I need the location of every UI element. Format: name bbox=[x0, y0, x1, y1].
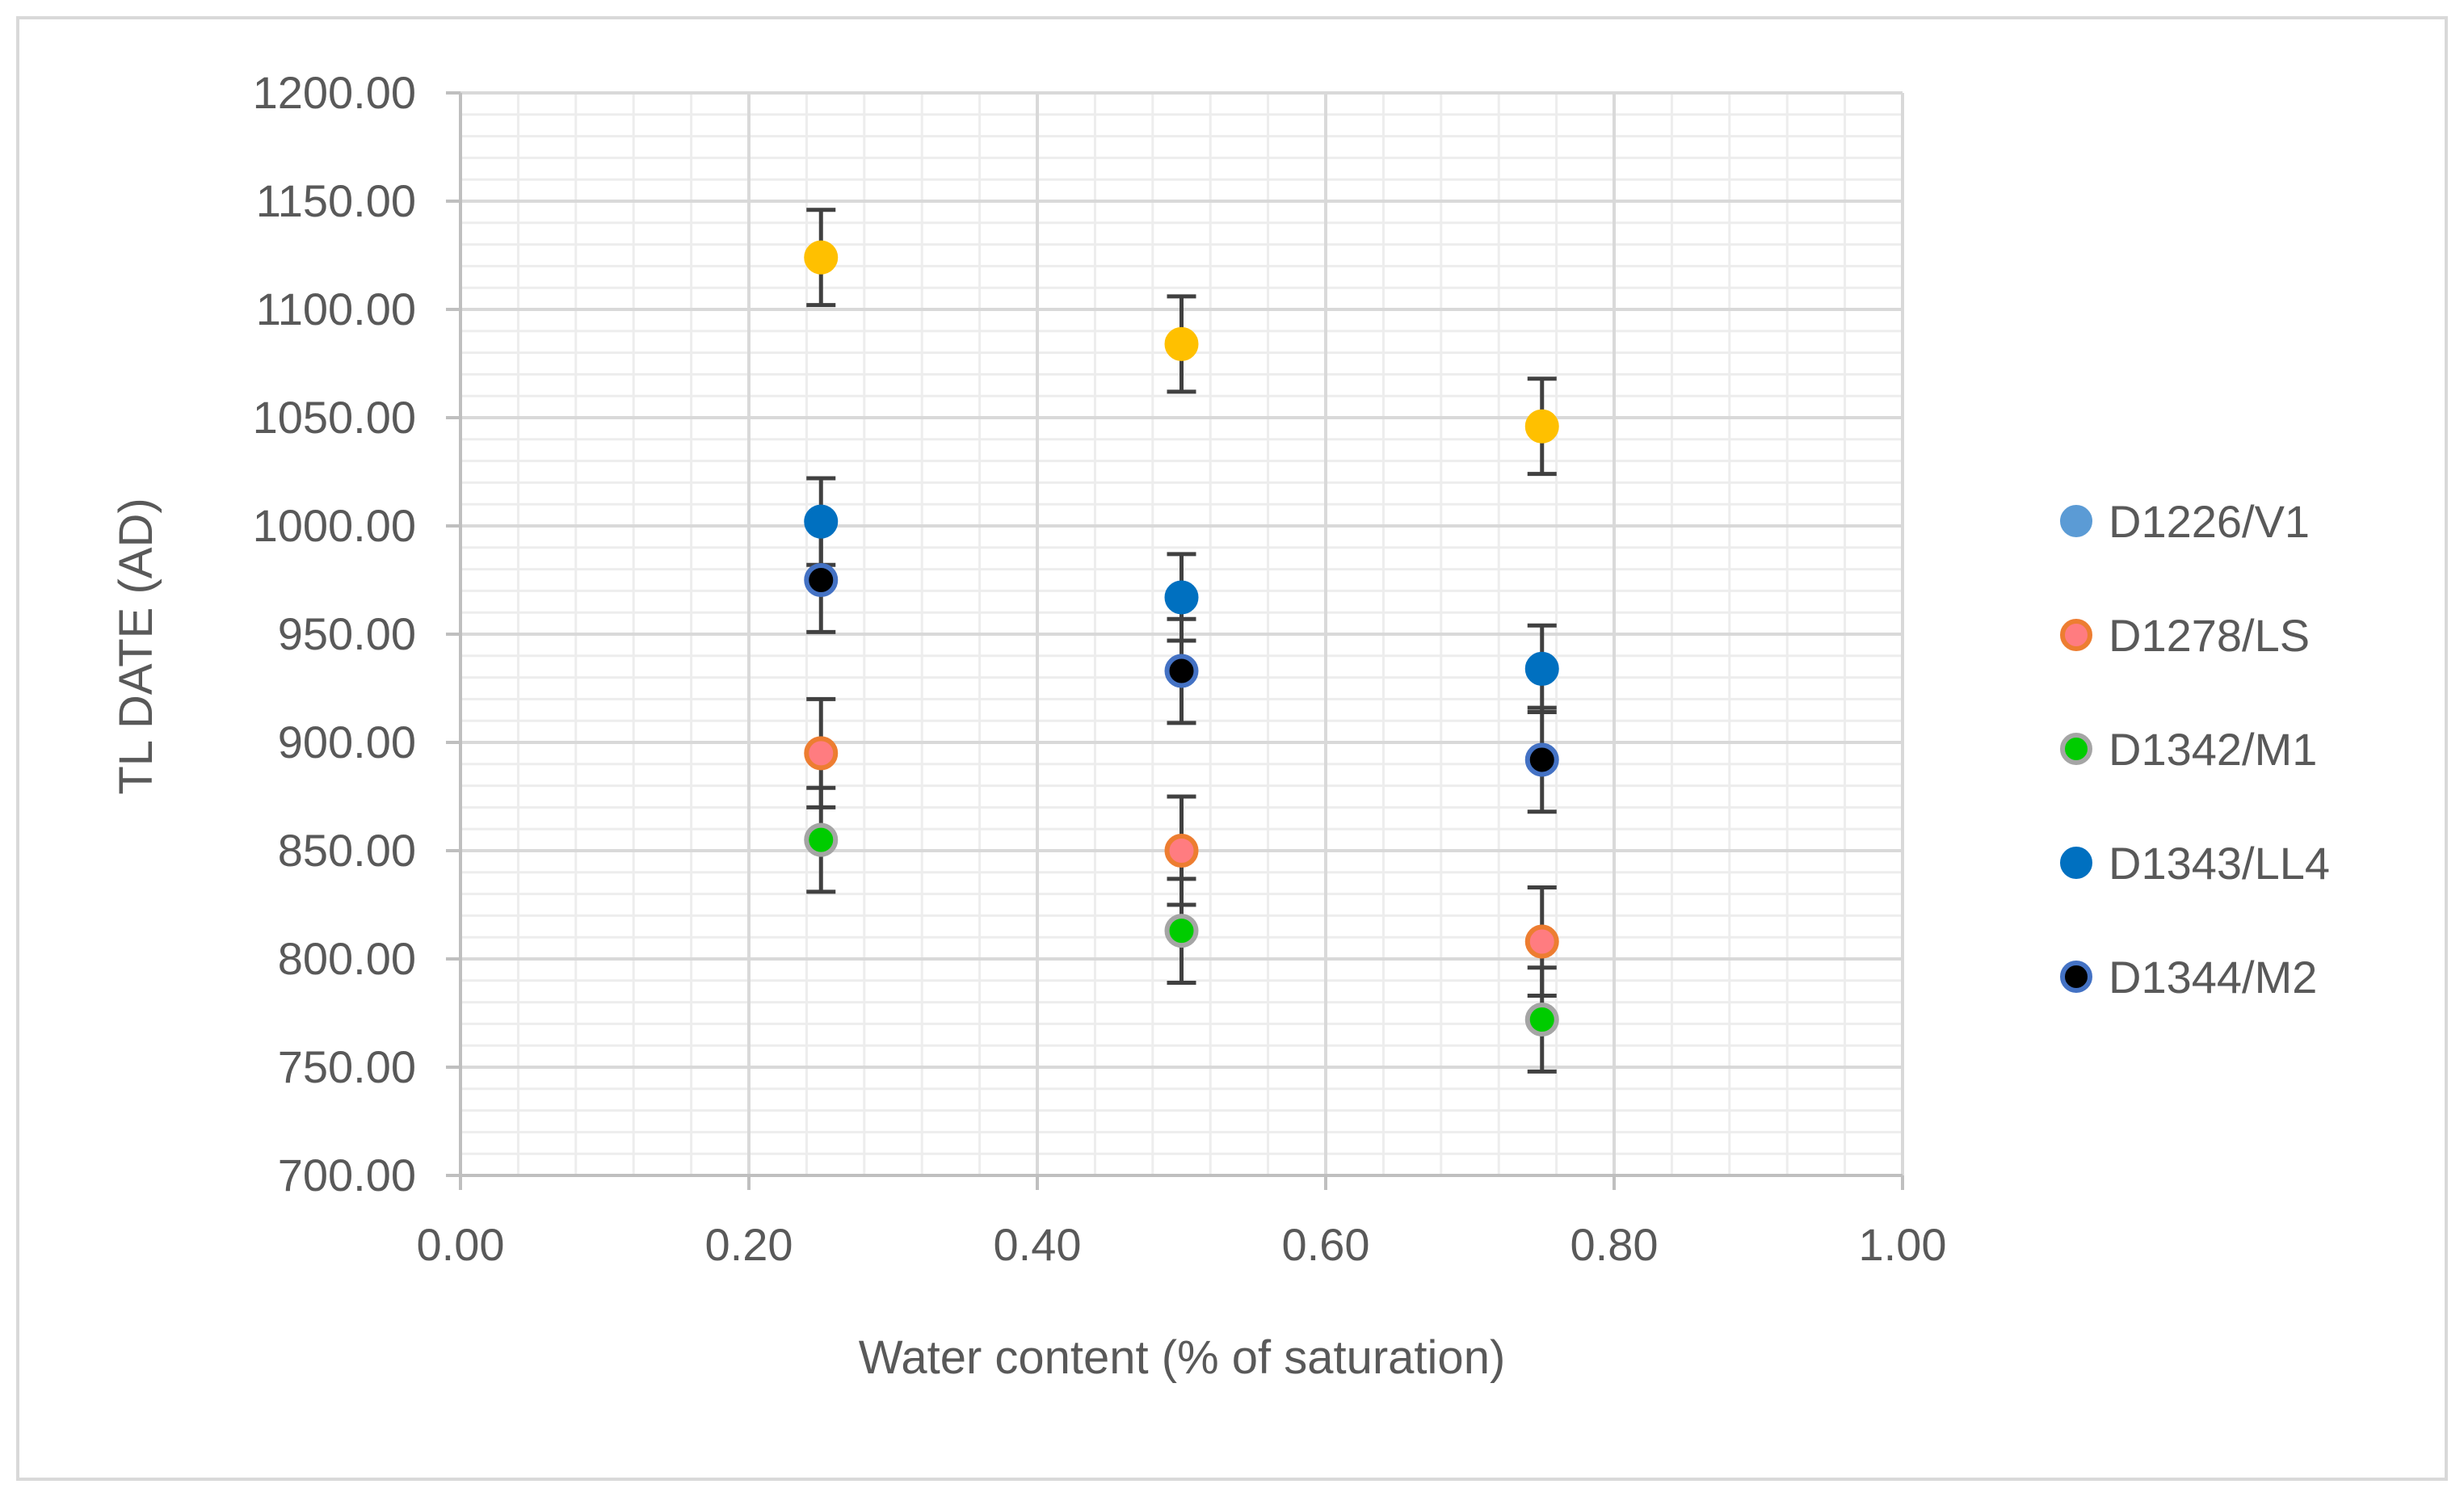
axes bbox=[446, 91, 1904, 1190]
data-point bbox=[1164, 326, 1199, 361]
y-axis-tick-labels: 700.00 750.00 800.00 850.00 900.00 950.00 1000… bbox=[253, 67, 416, 1200]
y-tick-label: 850.00 bbox=[278, 825, 416, 876]
y-tick-label: 1200.00 bbox=[253, 67, 416, 118]
x-tick-label: 1.00 bbox=[1859, 1219, 1947, 1270]
x-tick-label: 0.40 bbox=[994, 1219, 1082, 1270]
data-point bbox=[804, 822, 839, 857]
y-tick-label: 1150.00 bbox=[256, 175, 416, 226]
data-point bbox=[1164, 914, 1199, 948]
data-point bbox=[1524, 742, 1559, 777]
data-point bbox=[1524, 409, 1559, 444]
x-tick-label: 0.80 bbox=[1570, 1219, 1659, 1270]
data-point bbox=[804, 240, 839, 275]
data-points bbox=[804, 240, 1559, 1037]
legend-marker bbox=[2060, 961, 2092, 993]
x-axis-tick-labels: 0.00 0.20 0.40 0.60 0.80 1.00 bbox=[417, 1219, 1947, 1270]
y-tick-label: 700.00 bbox=[278, 1150, 416, 1200]
y-tick-label: 750.00 bbox=[278, 1041, 416, 1092]
data-point bbox=[1524, 651, 1559, 686]
y-tick-label: 1000.00 bbox=[253, 500, 416, 551]
y-axis-label: TL DATE (AD) bbox=[110, 498, 162, 794]
legend: D1226/V1 D1278/LS D1342/M1 D1343/LL4 D1344/M… bbox=[2060, 496, 2330, 1003]
chart-border bbox=[16, 16, 2448, 1481]
x-axis-label: Water content (% of saturation) bbox=[859, 1331, 1506, 1384]
data-point bbox=[804, 504, 839, 539]
data-point bbox=[1164, 834, 1199, 868]
y-tick-label: 1050.00 bbox=[253, 392, 416, 443]
data-point bbox=[1524, 924, 1559, 959]
legend-marker bbox=[2060, 505, 2092, 537]
legend-label: D1344/M2 bbox=[2109, 952, 2317, 1003]
y-tick-label: 950.00 bbox=[278, 608, 416, 659]
data-point bbox=[1524, 1003, 1559, 1037]
legend-marker bbox=[2060, 733, 2092, 765]
y-tick-label: 800.00 bbox=[278, 933, 416, 984]
legend-label: D1226/V1 bbox=[2109, 496, 2310, 547]
x-tick-label: 0.60 bbox=[1282, 1219, 1370, 1270]
y-tick-label: 1100.00 bbox=[256, 284, 416, 334]
data-point bbox=[804, 736, 839, 771]
legend-label: D1342/M1 bbox=[2109, 724, 2317, 775]
data-point bbox=[804, 563, 839, 597]
data-point bbox=[1164, 580, 1199, 615]
legend-marker bbox=[2060, 619, 2092, 651]
legend-label: D1343/LL4 bbox=[2109, 838, 2330, 889]
legend-marker bbox=[2060, 847, 2092, 879]
x-tick-label: 0.20 bbox=[705, 1219, 793, 1270]
x-tick-label: 0.00 bbox=[417, 1219, 505, 1270]
y-tick-label: 900.00 bbox=[278, 717, 416, 767]
data-point bbox=[1164, 654, 1199, 688]
legend-label: D1278/LS bbox=[2109, 610, 2310, 661]
